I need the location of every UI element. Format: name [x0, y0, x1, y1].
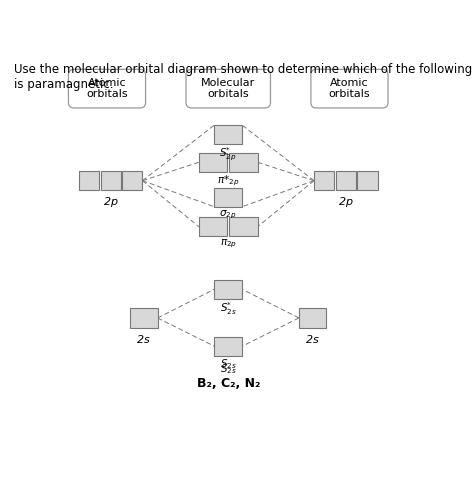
FancyBboxPatch shape	[214, 337, 242, 356]
Text: $σ$$_{2p}$: $σ$$_{2p}$	[219, 208, 237, 221]
FancyBboxPatch shape	[357, 171, 378, 190]
Text: 2$p$: 2$p$	[338, 196, 354, 209]
Text: 2$s$: 2$s$	[137, 333, 151, 345]
FancyBboxPatch shape	[79, 171, 99, 190]
FancyBboxPatch shape	[336, 171, 356, 190]
FancyBboxPatch shape	[68, 69, 146, 108]
FancyBboxPatch shape	[314, 171, 334, 190]
Text: Atomic
orbitals: Atomic orbitals	[86, 78, 128, 99]
Text: S$_{2s}^{*}$: S$_{2s}^{*}$	[220, 301, 237, 317]
Text: $π$$_{2p}$: $π$$_{2p}$	[219, 238, 237, 250]
FancyBboxPatch shape	[214, 280, 242, 299]
FancyBboxPatch shape	[229, 217, 258, 236]
FancyBboxPatch shape	[214, 125, 242, 144]
FancyBboxPatch shape	[199, 152, 228, 172]
Text: Use the molecular orbital diagram shown to determine which of the following is p: Use the molecular orbital diagram shown …	[14, 63, 472, 91]
Text: B₂, C₂, N₂: B₂, C₂, N₂	[197, 378, 260, 391]
FancyBboxPatch shape	[186, 69, 271, 108]
Text: S$_{2p}^{*}$: S$_{2p}^{*}$	[219, 146, 237, 163]
Text: S$_{2s}$: S$_{2s}$	[220, 362, 237, 376]
Text: $π$*$_{2p}$: $π$*$_{2p}$	[217, 174, 239, 188]
FancyBboxPatch shape	[199, 217, 228, 236]
Text: Atomic
orbitals: Atomic orbitals	[328, 78, 370, 99]
Text: 2$p$: 2$p$	[103, 196, 118, 209]
FancyBboxPatch shape	[229, 152, 258, 172]
Text: 2$s$: 2$s$	[305, 333, 320, 345]
FancyBboxPatch shape	[311, 69, 388, 108]
FancyBboxPatch shape	[122, 171, 143, 190]
FancyBboxPatch shape	[100, 171, 121, 190]
Text: S$_{2s}$: S$_{2s}$	[220, 358, 237, 371]
Text: Molecular
orbitals: Molecular orbitals	[201, 78, 255, 99]
FancyBboxPatch shape	[130, 308, 157, 327]
FancyBboxPatch shape	[214, 188, 242, 207]
FancyBboxPatch shape	[299, 308, 327, 327]
